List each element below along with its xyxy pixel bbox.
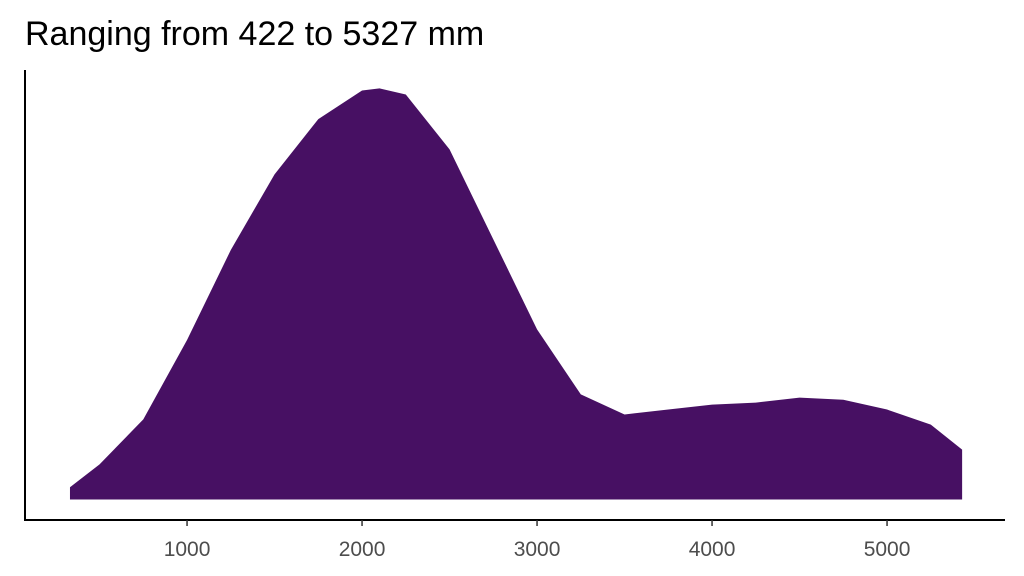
chart-title: Ranging from 422 to 5327 mm (25, 15, 484, 53)
density-area (69, 88, 963, 500)
x-tick-label: 2000 (339, 538, 386, 561)
x-tick-label: 1000 (164, 538, 211, 561)
x-tick-label: 5000 (864, 538, 911, 561)
x-tick-label: 3000 (514, 538, 561, 561)
x-tick-label: 4000 (689, 538, 736, 561)
